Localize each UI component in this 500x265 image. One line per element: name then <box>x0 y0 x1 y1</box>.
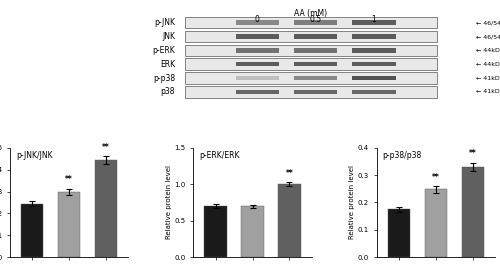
Bar <box>352 34 396 39</box>
Y-axis label: Relative protein level: Relative protein level <box>166 165 172 240</box>
Bar <box>294 20 338 25</box>
Text: **: ** <box>286 169 294 178</box>
Text: ← 41kDa: ← 41kDa <box>476 76 500 81</box>
Text: ← 46/54kDa: ← 46/54kDa <box>476 20 500 25</box>
Bar <box>236 20 279 25</box>
Text: ← 41kDa: ← 41kDa <box>476 90 500 94</box>
Bar <box>294 34 338 39</box>
Text: 0: 0 <box>255 15 260 24</box>
Bar <box>95 160 117 257</box>
Bar <box>462 167 484 257</box>
Text: 1: 1 <box>372 15 376 24</box>
Bar <box>58 192 80 257</box>
Text: p-JNK: p-JNK <box>154 18 175 27</box>
Text: ERK: ERK <box>160 60 175 69</box>
Text: ← 44kDa: ← 44kDa <box>476 48 500 53</box>
Bar <box>278 184 300 257</box>
Text: 0.5: 0.5 <box>310 15 322 24</box>
Bar <box>236 76 279 80</box>
Text: ← 46/54kDa: ← 46/54kDa <box>476 34 500 39</box>
Bar <box>204 206 227 257</box>
Y-axis label: Relative protein level: Relative protein level <box>349 165 355 240</box>
Bar <box>294 62 338 67</box>
Bar <box>352 48 396 52</box>
Bar <box>184 72 437 84</box>
Text: **: ** <box>102 143 110 152</box>
Bar <box>242 206 264 257</box>
Bar <box>184 17 437 28</box>
Text: p-ERK: p-ERK <box>152 46 175 55</box>
Text: **: ** <box>66 175 73 184</box>
Text: p-JNK/JNK: p-JNK/JNK <box>16 151 52 160</box>
Text: p38: p38 <box>160 87 175 96</box>
Bar <box>236 90 279 94</box>
Bar <box>236 34 279 39</box>
Text: **: ** <box>432 173 440 182</box>
Bar <box>352 20 396 25</box>
Bar <box>388 209 410 257</box>
Bar <box>294 90 338 94</box>
Text: p-p38: p-p38 <box>153 74 175 83</box>
Bar <box>236 62 279 67</box>
Text: p-p38/p38: p-p38/p38 <box>382 151 422 160</box>
Bar <box>236 48 279 52</box>
Bar <box>425 189 447 257</box>
Bar <box>352 90 396 94</box>
Text: JNK: JNK <box>162 32 175 41</box>
Bar <box>184 45 437 56</box>
Bar <box>184 31 437 42</box>
Bar <box>184 86 437 98</box>
Text: ← 44kDa: ← 44kDa <box>476 62 500 67</box>
Bar <box>352 76 396 80</box>
Text: **: ** <box>469 149 476 158</box>
Text: p-ERK/ERK: p-ERK/ERK <box>200 151 240 160</box>
Bar <box>184 58 437 70</box>
Bar <box>294 76 338 80</box>
Bar <box>21 204 44 257</box>
Text: AA (mM): AA (mM) <box>294 9 328 18</box>
Bar <box>352 62 396 67</box>
Bar <box>294 48 338 52</box>
